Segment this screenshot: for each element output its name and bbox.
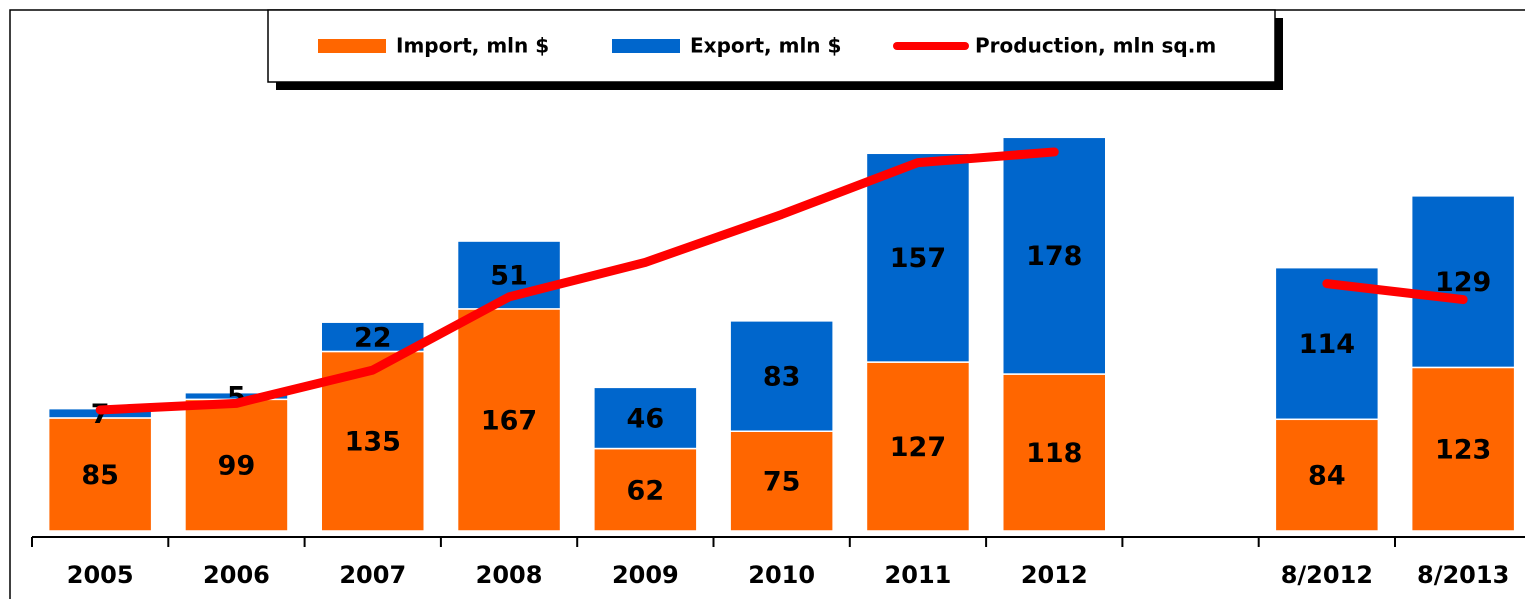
bar-segment: [865, 361, 971, 532]
x-tick-label: 2012: [1021, 561, 1088, 589]
data-label: 178: [1026, 241, 1082, 272]
bar-segment: [865, 152, 971, 363]
data-label: 99: [218, 451, 256, 482]
bar-segment: [1274, 418, 1380, 532]
data-label: 85: [81, 460, 119, 491]
data-label: 51: [490, 260, 528, 291]
data-label: 22: [354, 322, 392, 353]
bar-segment: [729, 430, 834, 532]
legend: Import, mln $ Export, mln $ Production, ml…: [318, 34, 1216, 58]
x-tick-label: 2007: [339, 561, 406, 589]
x-tick-label: 2008: [476, 561, 543, 589]
legend-box: [267, 9, 1276, 83]
bar-segment: [593, 447, 698, 532]
data-label: 62: [627, 475, 665, 506]
bar-segment: [1002, 136, 1107, 375]
x-tick-label: 2005: [67, 561, 134, 589]
bar-segment: [1410, 195, 1516, 369]
data-label: 135: [345, 427, 401, 458]
bar-segment: [184, 398, 289, 532]
x-tick-label: 8/2013: [1417, 561, 1509, 589]
bar-segment: [47, 417, 153, 532]
data-label: 75: [763, 467, 801, 498]
line: [95, 147, 1468, 415]
data-label: 157: [890, 243, 946, 274]
legend-swatch: [318, 39, 386, 53]
bar-segment: [1002, 373, 1107, 532]
legend-label: Export, mln $: [690, 34, 841, 58]
legend-label: Production, mln sq.m: [975, 34, 1216, 58]
data-label: 127: [890, 432, 946, 463]
legend-swatch: [612, 39, 680, 53]
data-label: 114: [1299, 329, 1355, 360]
x-tick-label: 2011: [885, 561, 952, 589]
data-label: 83: [763, 362, 801, 393]
data-label: 46: [627, 403, 665, 434]
x-tick-label: 2010: [748, 561, 815, 589]
data-label: 123: [1435, 435, 1491, 466]
data-label: 84: [1308, 461, 1346, 492]
legend-label: Import, mln $: [396, 34, 549, 58]
x-tick-label: 2009: [612, 561, 679, 589]
bar-segment: [593, 386, 698, 450]
data-label: 167: [481, 405, 537, 436]
x-tick-label: 8/2012: [1281, 561, 1373, 589]
bar-segment: [1274, 266, 1380, 421]
bar-segment: [729, 320, 834, 432]
bar-segment: [1410, 366, 1516, 532]
x-tick-label: 2006: [203, 561, 270, 589]
bar-segment: [456, 308, 562, 532]
data-label: 118: [1026, 438, 1082, 469]
